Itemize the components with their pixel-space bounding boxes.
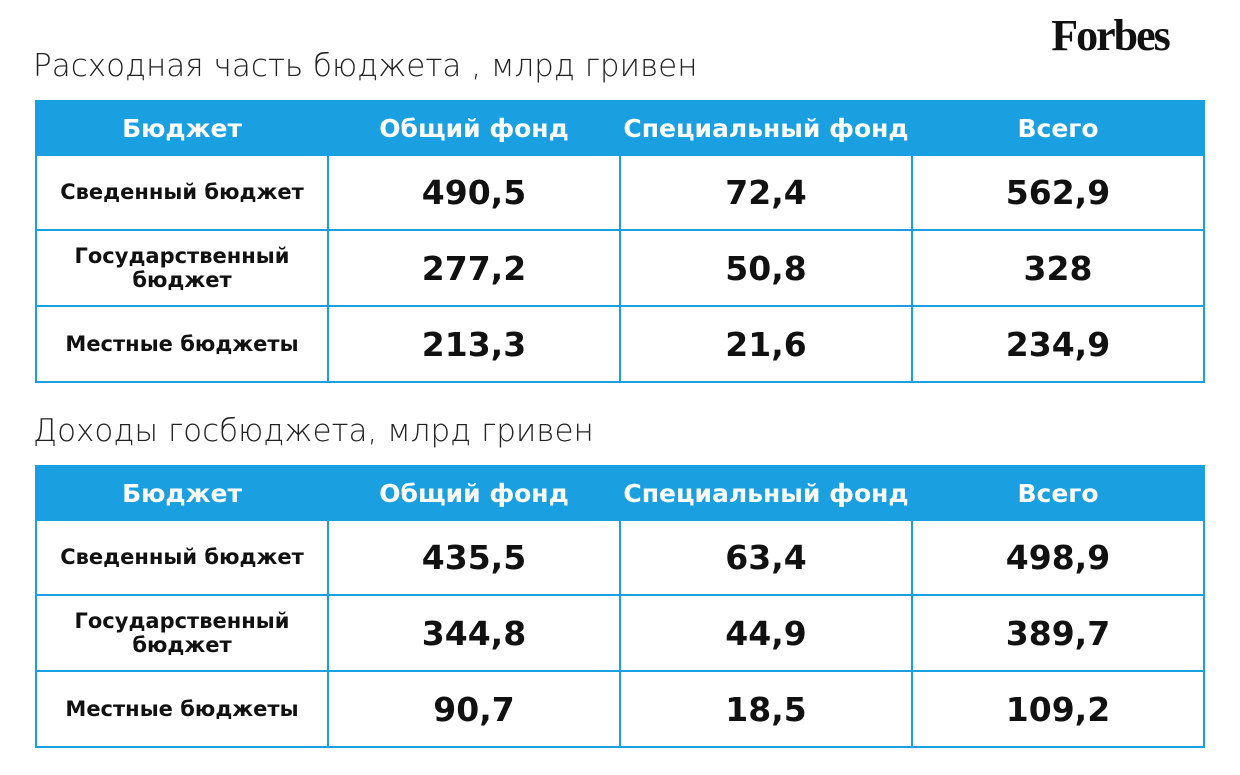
value-cell: 562,9 (913, 156, 1203, 229)
value-cell: 389,7 (913, 596, 1203, 670)
value-cell: 63,4 (621, 521, 911, 594)
value-cell: 234,9 (913, 307, 1203, 381)
value-cell: 435,5 (329, 521, 619, 594)
row-label: Сведенный бюджет (37, 521, 327, 594)
table: Бюджет Общий фонд Специальный фонд Всего Све… (35, 465, 1205, 748)
value-cell: 490,5 (329, 156, 619, 229)
row-label: Государственный бюджет (37, 596, 327, 670)
value-cell: 277,2 (329, 231, 619, 305)
value-cell: 498,9 (913, 521, 1203, 594)
value-cell: 344,8 (329, 596, 619, 670)
header-cell: Всего (913, 102, 1203, 154)
header-cell: Специальный фонд (621, 467, 911, 519)
table-title: Доходы госбюджета, млрд гривен (33, 413, 594, 449)
table: Бюджет Общий фонд Специальный фонд Всего Све… (35, 100, 1205, 383)
value-cell: 328 (913, 231, 1203, 305)
header-cell: Всего (913, 467, 1203, 519)
header-cell: Специальный фонд (621, 102, 911, 154)
row-label: Местные бюджеты (37, 307, 327, 381)
logo: Forbes (1051, 11, 1171, 60)
header-cell: Бюджет (37, 467, 327, 519)
value-cell: 213,3 (329, 307, 619, 381)
table-title: Расходная часть бюджета , млрд гривен (33, 48, 698, 84)
header-cell: Общий фонд (329, 467, 619, 519)
value-cell: 109,2 (913, 672, 1203, 746)
value-cell: 90,7 (329, 672, 619, 746)
value-cell: 21,6 (621, 307, 911, 381)
value-cell: 72,4 (621, 156, 911, 229)
value-cell: 44,9 (621, 596, 911, 670)
row-label: Государственный бюджет (37, 231, 327, 305)
header-cell: Бюджет (37, 102, 327, 154)
row-label: Местные бюджеты (37, 672, 327, 746)
row-label: Сведенный бюджет (37, 156, 327, 229)
value-cell: 18,5 (621, 672, 911, 746)
value-cell: 50,8 (621, 231, 911, 305)
header-cell: Общий фонд (329, 102, 619, 154)
